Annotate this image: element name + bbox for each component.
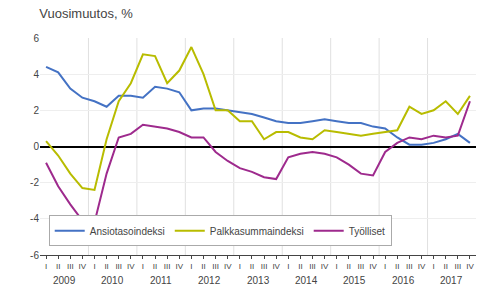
svg-text:IV: IV <box>272 262 280 271</box>
svg-text:2010: 2010 <box>101 275 124 286</box>
svg-text:III: III <box>309 262 316 271</box>
svg-text:Palkkasummaindeksi: Palkkasummaindeksi <box>210 226 304 237</box>
svg-text:III: III <box>212 262 219 271</box>
svg-text:III: III <box>358 262 365 271</box>
svg-text:II: II <box>153 262 157 271</box>
svg-text:III: III <box>454 262 461 271</box>
svg-text:I: I <box>142 262 144 271</box>
svg-text:III: III <box>261 262 268 271</box>
svg-text:II: II <box>104 262 108 271</box>
svg-text:Työlliset: Työlliset <box>349 226 385 237</box>
svg-text:I: I <box>190 262 192 271</box>
svg-text:I: I <box>45 262 47 271</box>
svg-text:II: II <box>250 262 254 271</box>
svg-text:Vuosimuutos, %: Vuosimuutos, % <box>39 6 133 21</box>
svg-text:IV: IV <box>321 262 329 271</box>
svg-text:6: 6 <box>33 33 39 44</box>
svg-text:I: I <box>384 262 386 271</box>
svg-text:III: III <box>115 262 122 271</box>
svg-text:2012: 2012 <box>198 275 221 286</box>
svg-text:IV: IV <box>79 262 87 271</box>
svg-text:I: I <box>336 262 338 271</box>
svg-text:I: I <box>287 262 289 271</box>
svg-text:2009: 2009 <box>53 275 76 286</box>
svg-text:I: I <box>239 262 241 271</box>
svg-text:I: I <box>93 262 95 271</box>
svg-text:III: III <box>67 262 74 271</box>
svg-text:-4: -4 <box>30 213 39 224</box>
svg-text:II: II <box>56 262 60 271</box>
svg-text:III: III <box>164 262 171 271</box>
svg-text:IV: IV <box>224 262 232 271</box>
svg-text:IV: IV <box>466 262 474 271</box>
svg-text:2013: 2013 <box>247 275 270 286</box>
svg-text:II: II <box>201 262 205 271</box>
svg-text:III: III <box>406 262 413 271</box>
svg-text:IV: IV <box>127 262 135 271</box>
svg-text:-2: -2 <box>30 177 39 188</box>
svg-text:2: 2 <box>33 105 39 116</box>
svg-text:2014: 2014 <box>295 275 318 286</box>
svg-text:IV: IV <box>369 262 377 271</box>
svg-text:Ansiotasoindeksi: Ansiotasoindeksi <box>90 226 165 237</box>
svg-text:I: I <box>432 262 434 271</box>
svg-text:IV: IV <box>418 262 426 271</box>
svg-text:2011: 2011 <box>150 275 172 286</box>
svg-text:0: 0 <box>33 141 39 152</box>
svg-text:-6: -6 <box>30 250 39 261</box>
svg-text:IV: IV <box>175 262 183 271</box>
svg-text:2015: 2015 <box>343 275 366 286</box>
svg-text:II: II <box>395 262 399 271</box>
svg-text:II: II <box>298 262 302 271</box>
svg-text:4: 4 <box>33 69 39 80</box>
svg-text:II: II <box>347 262 351 271</box>
svg-text:2016: 2016 <box>392 275 415 286</box>
svg-text:2017: 2017 <box>440 275 463 286</box>
svg-text:II: II <box>443 262 447 271</box>
